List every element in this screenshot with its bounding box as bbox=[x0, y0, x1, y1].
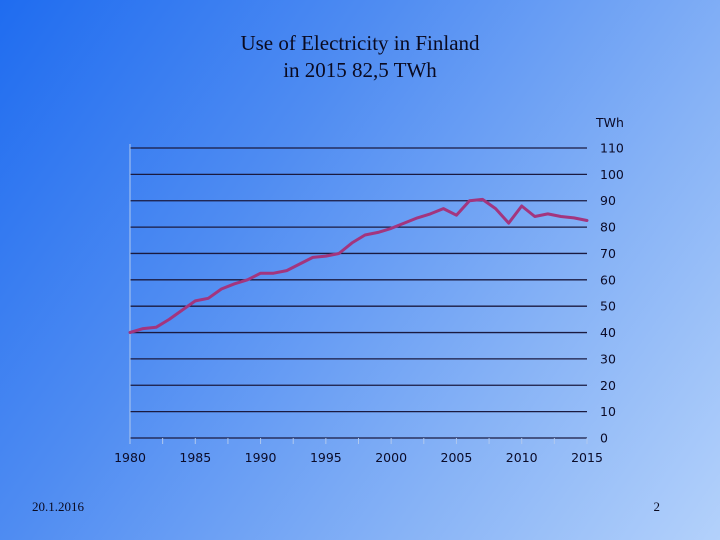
x-tick-label-1995: 1995 bbox=[310, 450, 342, 465]
chart-tick-labels: 0 10 20 30 40 50 60 70 80 90 100 110 TWh 1980 1985 1990… bbox=[114, 115, 624, 465]
y-tick-label-60: 60 bbox=[600, 272, 616, 287]
y-tick-label-0: 0 bbox=[600, 431, 608, 446]
y-tick-label-90: 90 bbox=[600, 193, 616, 208]
y-tick-label-20: 20 bbox=[600, 378, 616, 393]
x-tick-label-2005: 2005 bbox=[441, 450, 473, 465]
x-tick-label-1990: 1990 bbox=[245, 450, 277, 465]
y-tick-label-30: 30 bbox=[600, 351, 616, 366]
x-tick-label-2000: 2000 bbox=[375, 450, 407, 465]
y-tick-label-70: 70 bbox=[600, 246, 616, 261]
x-tick-label-1980: 1980 bbox=[114, 450, 146, 465]
slide-title: Use of Electricity in Finland in 2015 82… bbox=[0, 30, 720, 84]
x-tick-label-1985: 1985 bbox=[179, 450, 211, 465]
page-number: 2 bbox=[653, 499, 661, 514]
y-axis-unit-label: TWh bbox=[595, 115, 624, 130]
x-tick-label-2015: 2015 bbox=[571, 450, 603, 465]
y-tick-label-50: 50 bbox=[600, 299, 616, 314]
series-line-0 bbox=[128, 197, 589, 334]
y-tick-label-80: 80 bbox=[600, 220, 616, 235]
chart-gridlines bbox=[129, 144, 588, 444]
title-line-2: in 2015 82,5 TWh bbox=[283, 58, 437, 82]
x-tick-label-2010: 2010 bbox=[506, 450, 538, 465]
chart-series-layer bbox=[128, 197, 589, 334]
title-line-1: Use of Electricity in Finland bbox=[240, 31, 480, 55]
y-tick-label-40: 40 bbox=[600, 325, 616, 340]
y-tick-label-110: 110 bbox=[600, 141, 624, 156]
y-tick-label-100: 100 bbox=[600, 167, 624, 182]
y-tick-label-10: 10 bbox=[600, 404, 616, 419]
footer-date: 20.1.2016 bbox=[32, 499, 84, 514]
